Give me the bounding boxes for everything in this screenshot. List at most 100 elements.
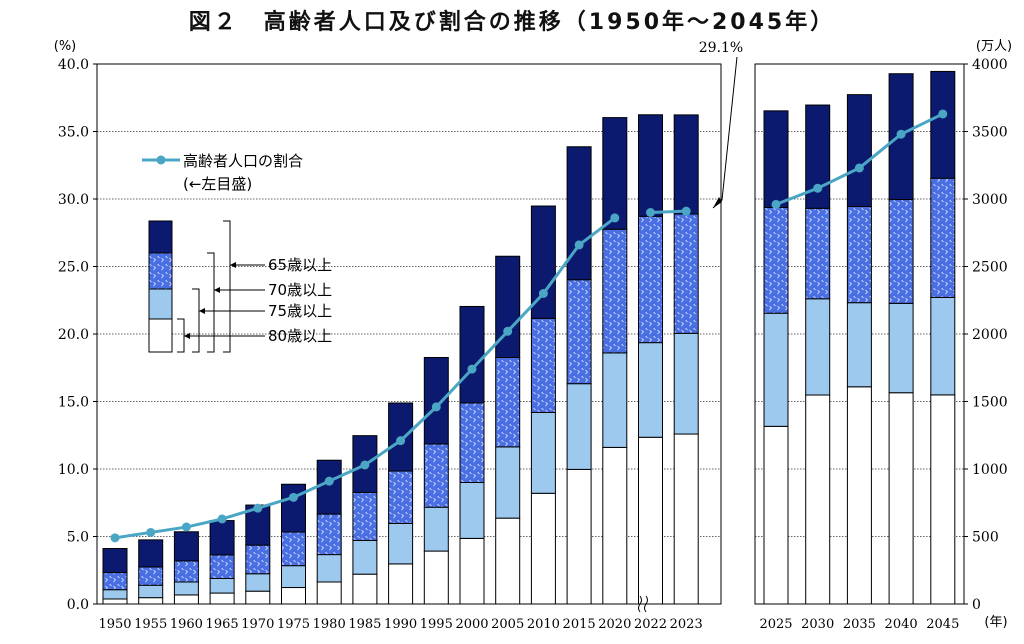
x-tick-label: 1995 <box>420 617 453 632</box>
annotation-arrow-line <box>712 56 738 209</box>
legend-swatch-80plus <box>148 318 173 353</box>
bar-75plus <box>459 482 485 539</box>
x-tick-label: 2035 <box>843 617 876 632</box>
bar-75plus <box>138 584 164 599</box>
bar-80plus <box>638 436 663 605</box>
bar-75plus <box>638 342 663 438</box>
bar-70plus <box>763 207 789 314</box>
legend-bracket <box>177 318 185 353</box>
bar-75plus <box>316 554 342 583</box>
bar-65plus <box>281 483 306 533</box>
ratio-point <box>181 522 191 532</box>
axis-break-mark <box>638 595 642 613</box>
bar-70plus <box>930 177 956 298</box>
left-tick-label: 40.0 <box>58 57 89 73</box>
ratio-point <box>360 460 370 470</box>
bar-65plus <box>316 459 342 515</box>
x-tick-label: 2020 <box>598 617 631 632</box>
bar-75plus <box>423 506 449 552</box>
ratio-point <box>771 199 781 209</box>
bar-80plus <box>281 587 306 605</box>
x-tick-label: 2015 <box>563 617 596 632</box>
left-tick-label: 15.0 <box>58 395 89 411</box>
left-tick-label: 10.0 <box>58 462 89 478</box>
legend-bracket-arrowhead <box>184 333 190 339</box>
bar-80plus <box>763 425 789 605</box>
bar-80plus <box>316 581 342 605</box>
bar-80plus <box>888 392 914 605</box>
ratio-point <box>574 240 584 250</box>
right-tick-label: 3500 <box>972 125 1008 141</box>
bar-80plus <box>846 386 872 605</box>
bar-70plus <box>138 566 164 586</box>
legend-bracket-label: 75歳以上 <box>268 302 332 320</box>
x-tick-label: 1970 <box>241 617 274 632</box>
bar-75plus <box>846 302 872 388</box>
bar-75plus <box>281 565 306 589</box>
ratio-point <box>610 213 620 223</box>
bar-70plus <box>245 544 271 575</box>
x-tick-label: 2045 <box>926 617 959 632</box>
legend-swatch-75plus <box>148 288 173 320</box>
chart-title: 図２ 高齢者人口及び割合の推移（1950年～2045年） <box>188 10 836 35</box>
bar-70plus <box>495 356 521 448</box>
annotation-arrow-head <box>713 197 722 208</box>
left-tick-label: 5.0 <box>67 530 89 546</box>
ratio-point <box>396 436 406 446</box>
bar-75plus <box>566 383 592 470</box>
x-tick-label: 1960 <box>170 617 203 632</box>
right-tick-label: 500 <box>972 530 999 546</box>
bar-65plus <box>673 114 699 215</box>
legend-swatch-65plus <box>148 220 173 254</box>
bar-65plus <box>763 110 789 209</box>
right-axis-unit: (万人) <box>976 39 1012 54</box>
annotation-label: 29.1% <box>699 40 743 56</box>
bar-70plus <box>209 554 235 579</box>
right-tick-label: 3000 <box>972 192 1008 208</box>
x-tick-label: 2010 <box>527 617 560 632</box>
right-tick-label: 4000 <box>972 57 1008 73</box>
ratio-point <box>538 289 548 298</box>
bar-70plus <box>459 402 485 484</box>
right-tick-label: 2000 <box>972 327 1008 343</box>
bar-75plus <box>102 589 128 600</box>
bar-80plus <box>930 394 956 605</box>
ratio-point <box>896 129 906 139</box>
x-tick-label: 2005 <box>491 617 524 632</box>
ratio-point <box>324 476 334 486</box>
bar-65plus <box>423 356 449 445</box>
bar-70plus <box>846 205 872 304</box>
bar-75plus <box>352 539 378 575</box>
ratio-point <box>217 514 227 524</box>
bar-80plus <box>673 433 699 605</box>
year-unit: (年) <box>984 615 1007 630</box>
x-tick-label: 1965 <box>206 617 239 632</box>
bar-65plus <box>566 146 592 281</box>
x-tick-label: 1980 <box>313 617 346 632</box>
legend-bracket-arrowhead <box>199 308 205 314</box>
bar-65plus <box>138 539 164 568</box>
bar-65plus <box>930 70 956 179</box>
ratio-point <box>503 326 513 336</box>
right-tick-label: 1500 <box>972 395 1008 411</box>
bar-70plus <box>602 228 628 354</box>
right-tick-label: 1000 <box>972 462 1008 478</box>
legend-line-note: (←左目盛) <box>183 175 252 193</box>
bar-70plus <box>173 560 199 583</box>
right-tick-label: 0 <box>972 597 981 613</box>
bar-80plus <box>209 592 235 605</box>
bar-70plus <box>388 470 414 524</box>
bar-70plus <box>530 317 556 413</box>
bar-80plus <box>245 590 271 605</box>
x-tick-label: 2022 <box>634 617 667 632</box>
ratio-point <box>146 527 156 537</box>
bar-75plus <box>930 296 956 396</box>
bar-70plus <box>805 207 831 300</box>
bar-75plus <box>888 302 914 394</box>
bar-65plus <box>530 205 556 319</box>
legend-bracket-arrowhead <box>214 287 220 293</box>
bar-65plus <box>846 94 872 207</box>
axis-break-mark <box>644 595 648 613</box>
left-axis-unit: (%) <box>54 39 77 54</box>
